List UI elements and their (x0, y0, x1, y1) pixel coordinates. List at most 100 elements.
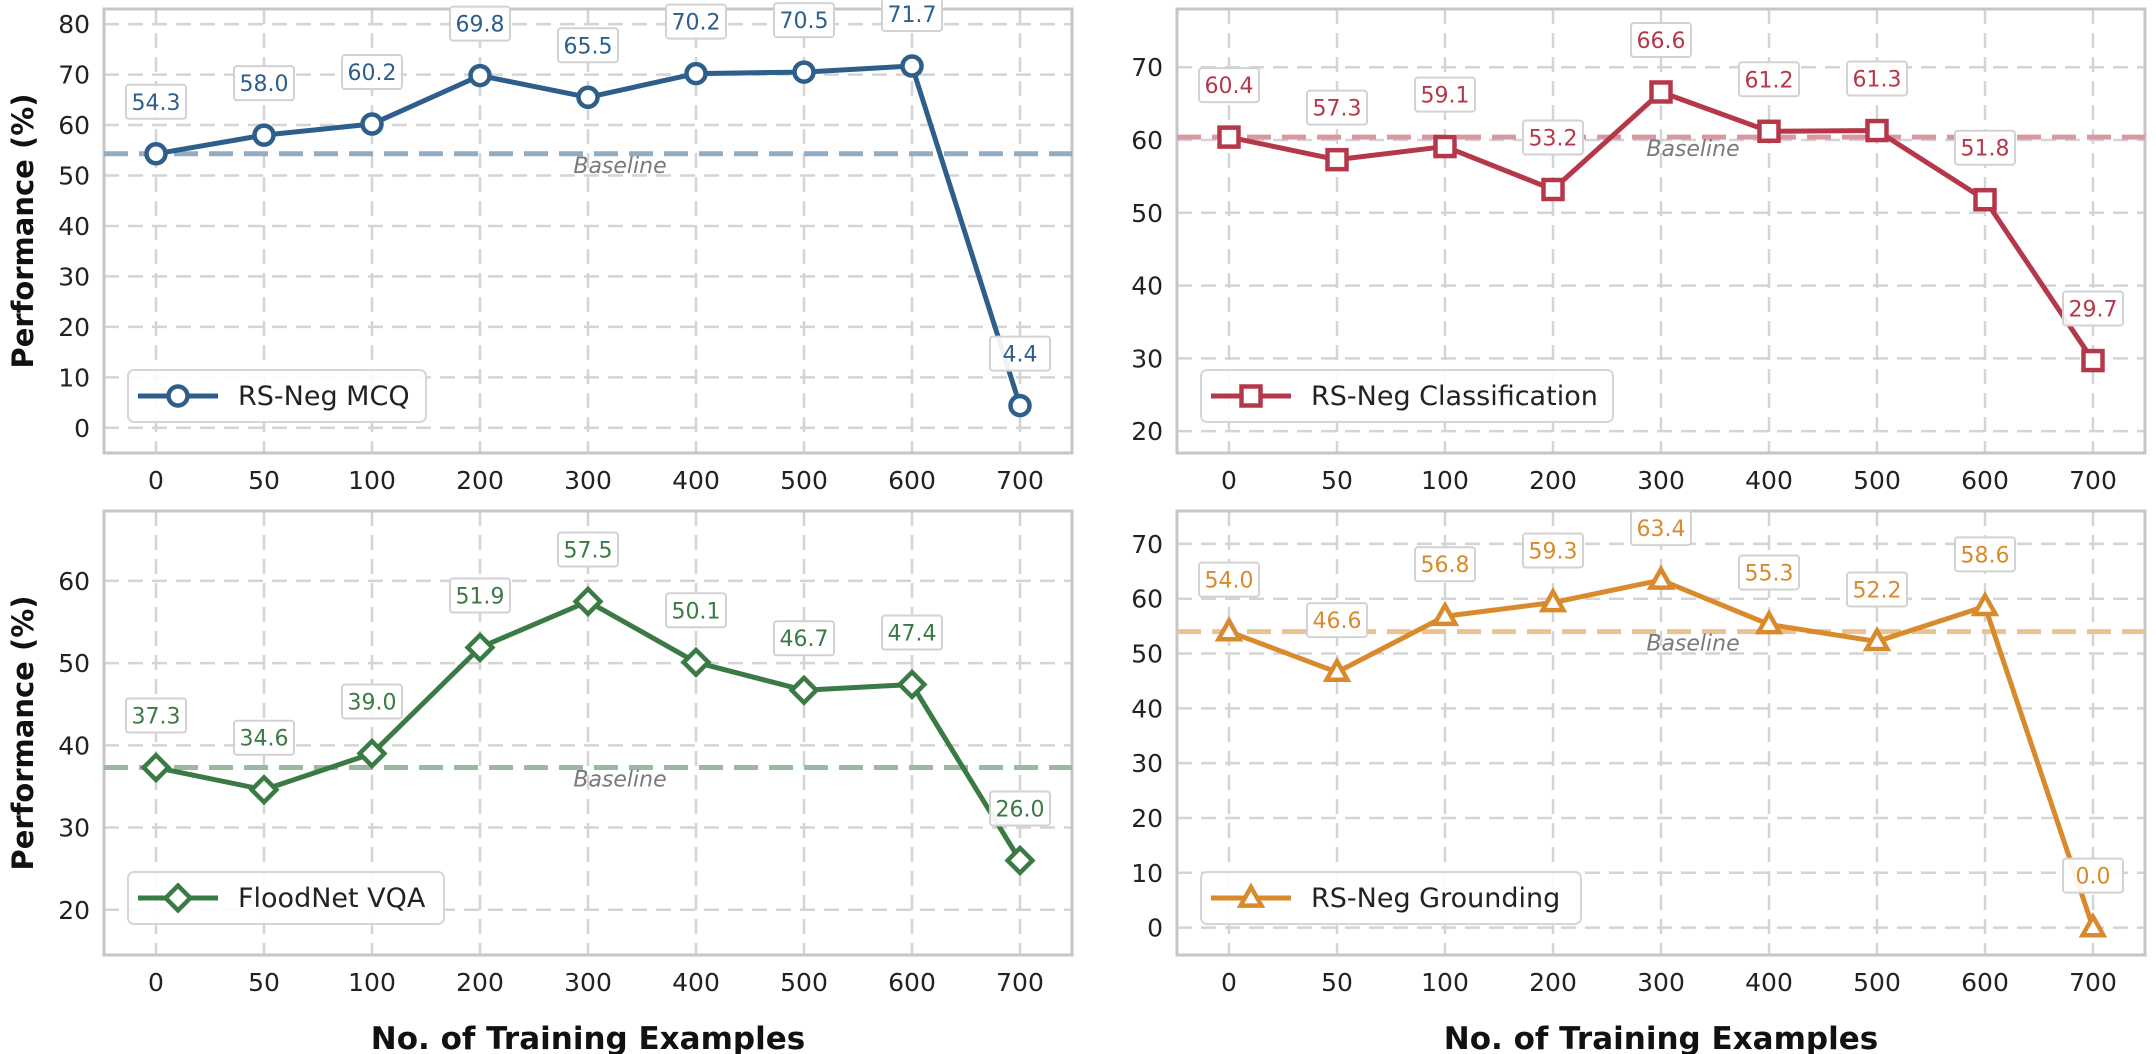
x-tick-label: 100 (348, 466, 396, 495)
x-tick-label: 50 (1321, 466, 1353, 495)
legend-marker-square (1239, 384, 1263, 408)
data-label-text: 46.6 (1313, 609, 1362, 634)
data-point (1865, 118, 1889, 143)
data-label-text: 70.5 (780, 9, 829, 34)
data-point (360, 112, 384, 136)
data-label-text: 47.4 (888, 621, 937, 646)
legend-label: RS-Neg Grounding (1311, 883, 1560, 914)
data-label-text: 29.7 (2069, 298, 2118, 323)
data-label-text: 60.4 (1205, 74, 1254, 99)
data-label-text: 53.2 (1529, 127, 1578, 152)
x-tick-label: 50 (1321, 968, 1353, 997)
x-axis-label: No. of Training Examples (1444, 1021, 1878, 1054)
y-tick-label: 50 (1131, 199, 1163, 228)
data-point (464, 631, 496, 664)
x-tick-label: 0 (1221, 968, 1237, 997)
data-point (1757, 119, 1781, 144)
x-tick-label: 100 (1421, 968, 1469, 997)
data-label: 52.2 (1846, 571, 1908, 608)
x-tick-label: 300 (564, 466, 612, 495)
data-label-box (125, 697, 187, 734)
data-label-text: 61.3 (1853, 68, 1902, 93)
data-label-text: 58.6 (1961, 543, 2010, 568)
baseline-label: Baseline (573, 154, 666, 179)
data-label-box (1306, 602, 1368, 639)
data-label: 47.4 (881, 614, 943, 651)
y-tick-label: 10 (1131, 859, 1163, 888)
x-tick-label: 300 (1637, 968, 1685, 997)
data-label: 61.2 (1738, 61, 1800, 98)
y-tick-label: 60 (58, 111, 90, 140)
data-label-text: 39.0 (348, 691, 397, 716)
x-tick-label: 50 (248, 466, 280, 495)
y-tick-label: 20 (58, 896, 90, 925)
data-label: 54.0 (1198, 561, 1260, 598)
data-label-box (233, 719, 295, 756)
y-tick-label: 50 (58, 162, 90, 191)
data-label-text: 65.5 (564, 34, 613, 59)
data-label-box (1954, 129, 2016, 166)
data-label: 34.6 (233, 719, 295, 756)
data-label: 57.5 (557, 531, 619, 568)
data-point (140, 752, 172, 784)
data-label-box (881, 0, 943, 33)
data-point (1862, 625, 1892, 652)
legend-label: RS-Neg MCQ (238, 381, 410, 412)
y-tick-label: 30 (1131, 344, 1163, 373)
x-tick-label: 600 (1961, 968, 2009, 997)
data-point (1541, 177, 1565, 202)
data-label-box (881, 614, 943, 651)
data-label-box (989, 335, 1051, 372)
data-label-text: 51.8 (1961, 137, 2010, 162)
data-label-text: 52.2 (1853, 578, 1902, 603)
grid (1177, 9, 2145, 453)
plot-frame (102, 7, 1074, 455)
legend-marker-circle (166, 384, 190, 408)
x-tick-label: 0 (148, 968, 164, 997)
data-point (680, 646, 712, 678)
plot-frame (1175, 7, 2147, 455)
data-label-box (1630, 21, 1692, 58)
data-label-box (1846, 571, 1908, 608)
data-label: 66.6 (1630, 21, 1692, 58)
legend: RS-Neg Grounding (1200, 871, 1582, 925)
data-label: 71.7 (881, 0, 943, 33)
legend-label: RS-Neg Classification (1311, 381, 1598, 412)
data-label-text: 26.0 (996, 797, 1045, 822)
y-tick-label: 70 (1131, 530, 1163, 559)
data-label-text: 57.3 (1313, 97, 1362, 122)
data-point (896, 668, 928, 701)
x-tick-label: 500 (780, 968, 828, 997)
data-label-box (1198, 561, 1260, 598)
data-label-text: 51.9 (456, 584, 505, 609)
y-tick-label: 60 (58, 567, 90, 596)
data-label-text: 0.0 (2076, 865, 2111, 890)
data-label-box (1306, 89, 1368, 126)
data-point (576, 85, 600, 110)
y-axis-label: Performance (%) (6, 93, 40, 368)
x-tick-label: 400 (1745, 466, 1793, 495)
data-label-box (2062, 290, 2124, 327)
data-label-text: 71.7 (888, 3, 937, 28)
y-tick-label: 50 (1131, 640, 1163, 669)
data-point (1433, 134, 1457, 159)
y-tick-label: 80 (58, 10, 90, 39)
x-tick-label: 0 (148, 466, 164, 495)
y-tick-label: 30 (58, 262, 90, 291)
data-point (1325, 147, 1349, 172)
data-label: 54.3 (125, 83, 187, 120)
data-label-text: 55.3 (1745, 561, 1794, 586)
data-label: 0.0 (2062, 857, 2124, 894)
data-point (1970, 590, 2000, 617)
x-tick-label: 200 (456, 466, 504, 495)
data-label: 29.7 (2062, 290, 2124, 327)
data-label-box (1522, 532, 1584, 569)
data-label: 26.0 (989, 790, 1051, 827)
x-tick-label: 500 (780, 466, 828, 495)
data-point (900, 54, 924, 78)
data-label: 46.6 (1306, 602, 1368, 639)
data-point (1214, 616, 1244, 642)
legend-label: FloodNet VQA (238, 883, 426, 914)
